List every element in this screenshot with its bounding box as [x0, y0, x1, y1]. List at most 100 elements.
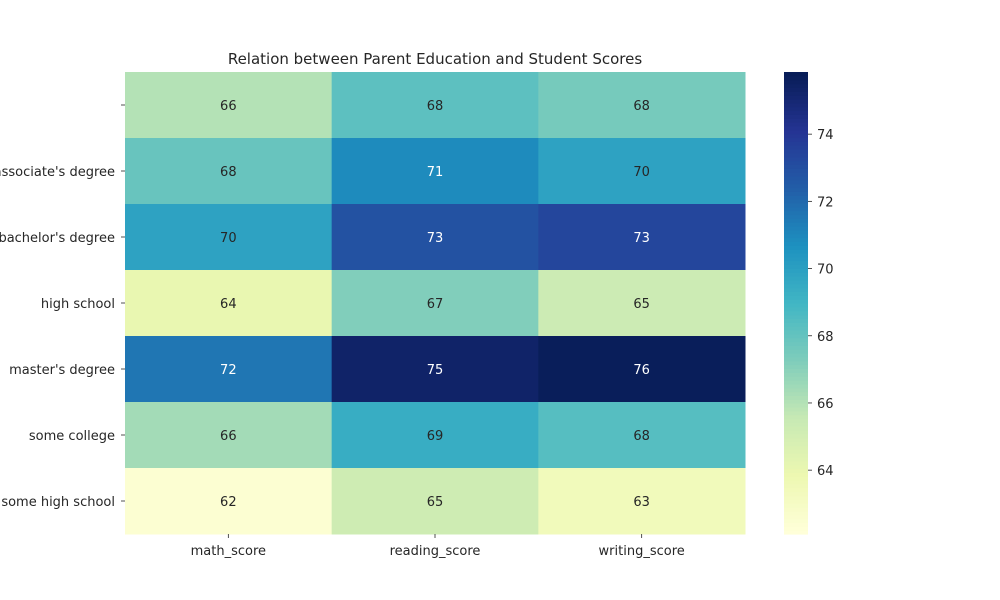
colorbar-segment [784, 495, 808, 500]
colorbar-segment [784, 118, 808, 123]
cell-value-label: 68 [633, 429, 650, 444]
colorbar-segment [784, 264, 808, 269]
cell-value-label: 70 [220, 231, 237, 246]
colorbar-segment [784, 206, 808, 212]
cell-value-label: 68 [427, 99, 444, 114]
cell-value-label: 65 [427, 495, 444, 510]
colorbar-segment [784, 376, 808, 381]
cell-value-label: 68 [633, 99, 650, 114]
colorbar-tick-label: 74 [817, 128, 834, 143]
colorbar-segment [784, 391, 808, 396]
colorbar-segment [784, 168, 808, 173]
colorbar-segment [784, 480, 808, 485]
colorbar-segment [784, 464, 808, 470]
colorbar-segment [784, 530, 808, 535]
colorbar-segment [784, 137, 808, 142]
colorbar-segment [784, 457, 808, 462]
colorbar-segment [784, 129, 808, 135]
heatmap-cells [125, 72, 746, 535]
colorbar-segment [784, 164, 808, 169]
cell-value-label: 68 [220, 165, 237, 180]
cell-value-label: 62 [220, 495, 237, 510]
colorbar-segment [784, 145, 808, 150]
colorbar-segment [784, 114, 808, 119]
y-tick-label: associate's degree [0, 165, 115, 180]
colorbar-segment [784, 287, 808, 293]
colorbar-segment [784, 418, 808, 423]
cell-value-label: 71 [427, 165, 444, 180]
y-tick-label: high school [41, 297, 115, 312]
colorbar-segment [784, 72, 808, 77]
colorbar-segment [784, 491, 808, 497]
y-axis: associate's degree bachelor's degree high … [0, 104, 125, 510]
colorbar-segment [784, 195, 808, 200]
colorbar-segment [784, 422, 808, 427]
colorbar-segment [784, 98, 808, 104]
cell-value-label: 65 [633, 297, 650, 312]
colorbar-segment [784, 414, 808, 420]
colorbar-segment [784, 191, 808, 196]
colorbar-segment [784, 214, 808, 219]
heatmap-cell [538, 402, 746, 469]
colorbar-segment [784, 187, 808, 192]
colorbar-segment [784, 468, 808, 473]
colorbar-segment [784, 172, 808, 177]
colorbar-segment [784, 395, 808, 400]
colorbar-segment [784, 156, 808, 162]
heatmap-cell [331, 138, 539, 205]
colorbar-segment [784, 295, 808, 300]
colorbar-segment [784, 360, 808, 366]
chart-title: Relation between Parent Education and St… [228, 50, 643, 68]
cell-value-label: 75 [427, 363, 444, 378]
heatmap-cell [538, 72, 746, 139]
colorbar-segment [784, 122, 808, 127]
colorbar-segment [784, 345, 808, 350]
colorbar-segment [784, 141, 808, 146]
colorbar-segment [784, 318, 808, 323]
colorbar-segment [784, 472, 808, 477]
cell-value-label: 66 [220, 99, 237, 114]
colorbar-segment [784, 322, 808, 327]
cell-value-label: 63 [633, 495, 650, 510]
x-axis: math_score reading_score writing_score [191, 534, 685, 559]
colorbar-segment [784, 460, 808, 466]
cell-value-label: 73 [427, 231, 444, 246]
colorbar-segment [784, 406, 808, 412]
heatmap-cell [538, 138, 746, 205]
colorbar-segment [784, 106, 808, 112]
colorbar-segment [784, 276, 808, 281]
colorbar-segment [784, 237, 808, 242]
y-tick-label: bachelor's degree [0, 231, 115, 246]
colorbar-segment [784, 329, 808, 335]
colorbar-segment [784, 507, 808, 512]
x-tick-label: math_score [191, 544, 266, 559]
colorbar-segment [784, 299, 808, 304]
cell-value-label: 69 [427, 429, 444, 444]
cell-value-label: 72 [220, 363, 237, 378]
colorbar-segment [784, 514, 808, 520]
colorbar-segment [784, 476, 808, 481]
cell-value-label: 70 [633, 165, 650, 180]
colorbar-segment [784, 218, 808, 223]
heatmap-cell [125, 270, 333, 337]
colorbar-segment [784, 306, 808, 312]
colorbar-tick-label: 68 [817, 330, 834, 345]
colorbar-segment [784, 380, 808, 385]
colorbar-segment [784, 353, 808, 358]
colorbar-segment [784, 83, 808, 88]
colorbar-segment [784, 199, 808, 204]
colorbar-segment [784, 152, 808, 158]
cell-value-label: 66 [220, 429, 237, 444]
colorbar-tick-label: 66 [817, 397, 834, 412]
colorbar-segment [784, 372, 808, 377]
colorbar-segment [784, 283, 808, 289]
colorbar-segment [784, 260, 808, 266]
colorbar-segment [784, 445, 808, 450]
colorbar-segment [784, 356, 808, 362]
colorbar-segment [784, 403, 808, 408]
colorbar-segment [784, 441, 808, 447]
cell-value-label: 73 [633, 231, 650, 246]
colorbar-segment [784, 256, 808, 262]
colorbar-segment [784, 326, 808, 331]
x-tick-label: reading_score [390, 544, 481, 559]
